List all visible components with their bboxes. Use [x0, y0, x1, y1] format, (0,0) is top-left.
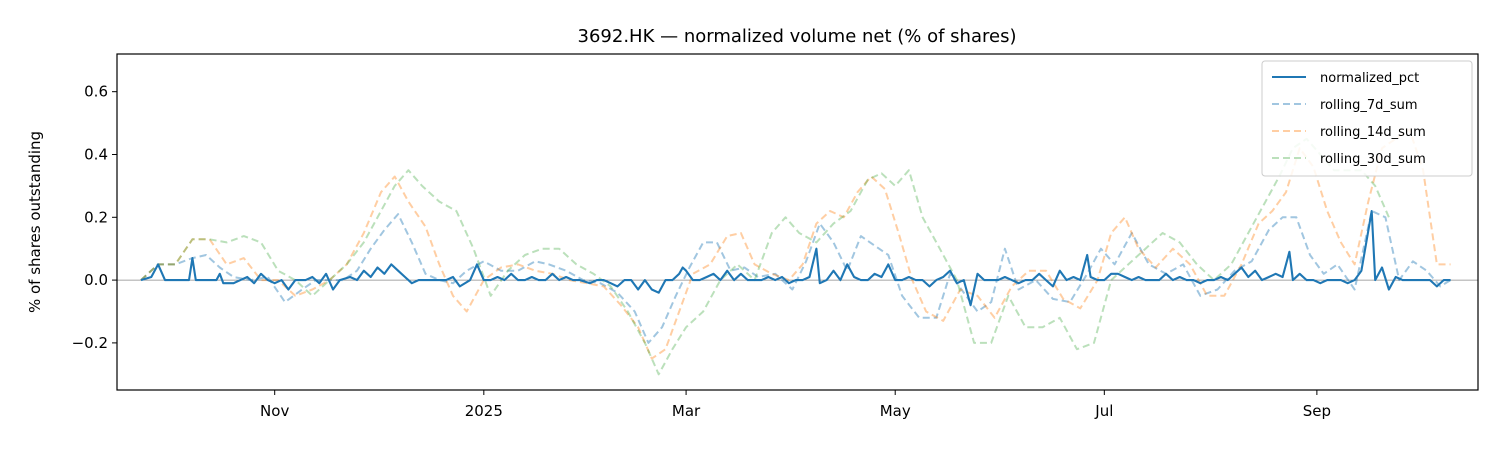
y-tick-label: 0.2 — [84, 208, 108, 226]
legend-label: normalized_pct — [1320, 71, 1419, 86]
y-axis-label: % of shares outstanding — [26, 131, 44, 313]
x-tick-label: May — [880, 402, 911, 420]
x-tick-label: Nov — [260, 402, 289, 420]
y-axis: 0.6 0.4 0.2 0.0 −0.2 — [72, 83, 117, 352]
y-tick-label: 0.6 — [84, 83, 108, 101]
series-line-normalized-pct — [140, 209, 1451, 307]
series-line-rolling-7d-sum — [140, 210, 1452, 344]
x-tick-label: Jul — [1094, 402, 1113, 420]
y-tick-label: −0.2 — [72, 334, 108, 352]
plot-frame — [116, 53, 1479, 391]
x-axis: Nov 2025 Mar May Jul Sep — [260, 390, 1331, 420]
x-tick-label: Mar — [672, 402, 701, 420]
x-tick-label: 2025 — [465, 402, 503, 420]
series-layer — [140, 128, 1452, 376]
chart-title: 3692.HK — normalized volume net (% of sh… — [578, 26, 1017, 47]
y-tick-label: 0.4 — [84, 145, 108, 163]
series-line-rolling-30d-sum — [140, 137, 1390, 376]
plot-area: Nov 2025 Mar May Jul Sep 0.6 0.4 0.2 0.0 −0.2 — [72, 53, 1479, 420]
legend-label: rolling_30d_sum — [1320, 152, 1426, 167]
legend: normalized_pct rolling_7d_sum rolling_14d_… — [1261, 60, 1473, 177]
y-tick-label: 0.0 — [84, 271, 108, 289]
legend-label: rolling_14d_sum — [1320, 125, 1426, 140]
x-tick-label: Sep — [1303, 402, 1331, 420]
series-line-rolling-14d-sum — [140, 128, 1451, 360]
legend-label: rolling_7d_sum — [1320, 98, 1418, 113]
legend-box — [1261, 60, 1473, 177]
